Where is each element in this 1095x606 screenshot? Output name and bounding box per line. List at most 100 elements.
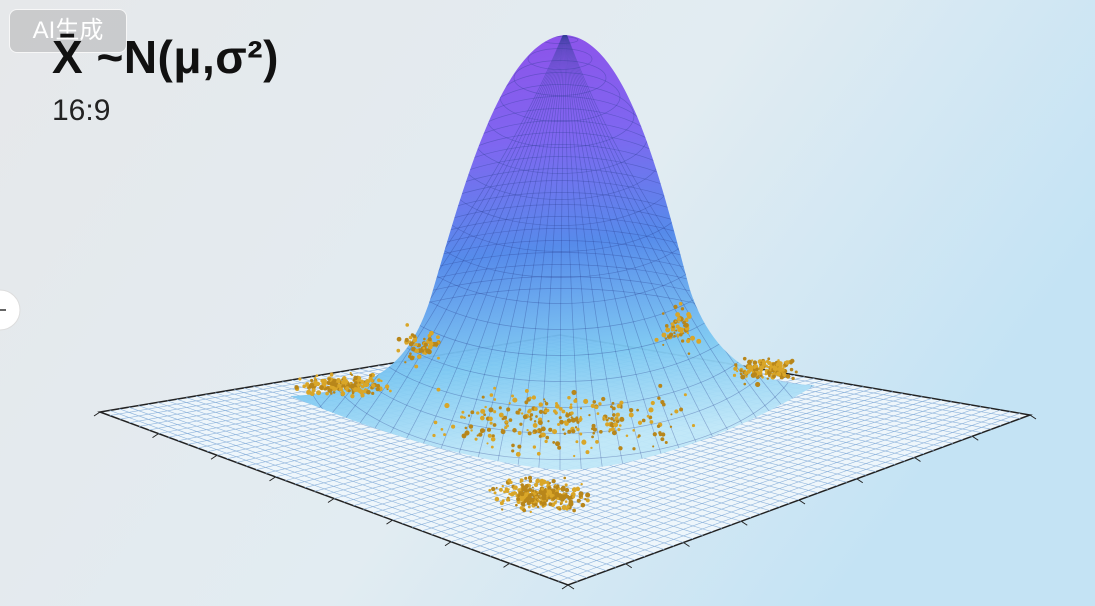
particle [745,375,748,378]
particle [573,398,578,403]
particle [570,417,576,423]
particle [732,373,737,377]
particle [358,381,361,384]
particle [564,500,568,503]
particle [544,402,549,406]
particle [527,505,531,509]
particle [564,483,568,487]
particle [664,324,669,328]
particle [683,322,689,328]
particle [531,395,537,400]
particle [619,416,625,422]
particle [547,420,550,423]
particle [310,378,314,383]
particle [591,423,596,428]
particle [767,357,771,361]
particle [330,392,333,395]
particle [408,335,413,340]
tick [503,562,510,568]
particle [610,405,613,409]
particle [461,410,465,414]
particle [552,441,556,444]
particle [488,416,493,422]
particle [652,445,655,448]
particle [488,407,494,413]
particle [531,486,534,489]
particle [641,418,646,423]
particle [525,496,531,502]
particle [524,476,528,480]
particle [789,367,794,372]
particle [531,494,534,497]
particle [517,444,522,449]
particle [778,361,783,366]
particle [529,413,534,417]
particle [423,337,426,341]
particle [512,487,515,490]
particle [347,389,351,393]
particle [612,419,616,422]
side-button-circle[interactable] [0,289,21,331]
particle [414,364,419,369]
particle [749,365,754,370]
particle [533,482,539,488]
mesh-line [564,35,737,470]
particle [493,410,497,414]
particle [561,409,566,414]
particle [539,491,544,495]
particle [544,409,548,414]
particle [528,396,532,400]
tick [1029,414,1037,420]
particle [672,329,676,332]
mesh-line [427,35,566,470]
particle [501,484,504,488]
particle [615,412,620,417]
particle [338,387,344,392]
particle [501,417,505,421]
particle [326,381,330,384]
particle [350,394,355,399]
particle [744,371,748,375]
particle [567,396,571,400]
tick [152,433,159,439]
particle [740,374,746,380]
particle [789,360,793,365]
particle [612,413,616,417]
particle [632,447,636,451]
plane-ticks [93,411,1037,590]
mesh-line [405,35,566,470]
particle [687,352,691,355]
particle [636,408,640,412]
particle [784,360,790,365]
particle [620,406,623,409]
particle [546,489,552,495]
particle [356,376,362,381]
particle [499,501,504,506]
particle [611,427,615,432]
particle [423,342,428,347]
particle [488,488,492,492]
particle [661,312,665,315]
particle [313,376,317,380]
bell-surface [290,35,815,470]
particle [501,508,504,511]
particle [752,372,758,377]
particle [532,422,538,428]
particle [759,367,764,372]
particle [677,326,683,332]
particle [528,479,533,483]
particle [539,495,542,498]
particle [584,498,587,501]
particle [680,339,685,343]
particle [462,416,466,419]
particle [791,376,795,381]
particle [670,413,673,416]
particle [576,427,580,432]
particle [658,431,662,435]
particle [673,331,676,335]
particle [555,441,561,447]
particle [562,428,565,431]
side-button[interactable] [0,289,21,331]
grid-line [558,413,1021,582]
particle [516,497,521,502]
